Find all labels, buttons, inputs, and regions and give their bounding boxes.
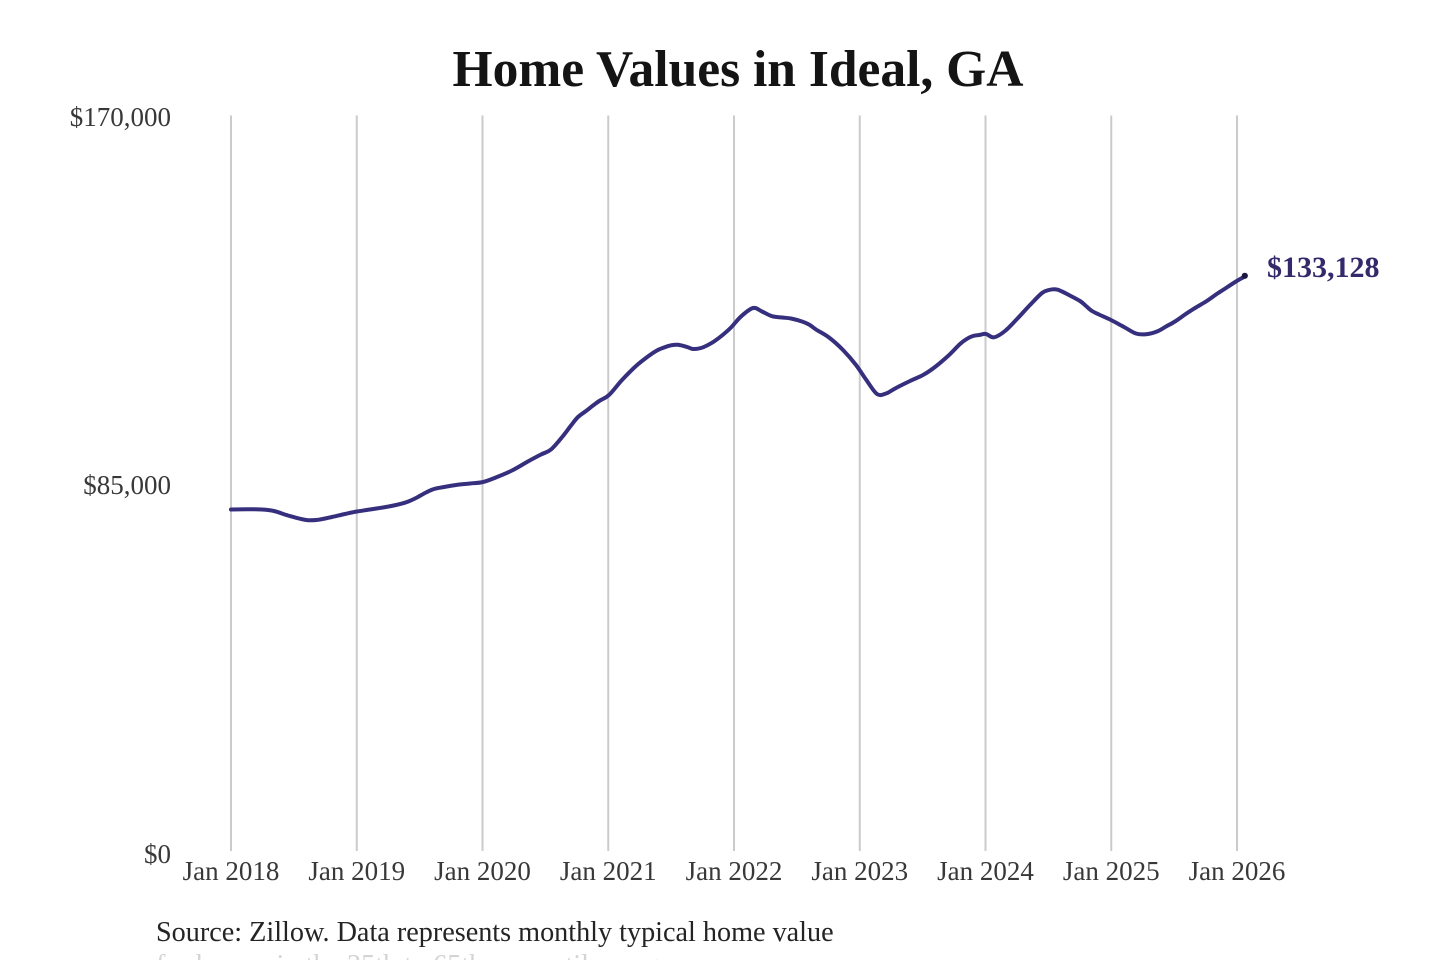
svg-text:Jan 2025: Jan 2025 — [1063, 856, 1160, 886]
svg-text:$133,128: $133,128 — [1267, 251, 1380, 284]
svg-text:Home Values in Ideal, GA: Home Values in Ideal, GA — [453, 41, 1024, 98]
svg-text:Source: Zillow. Data represent: Source: Zillow. Data represents monthly … — [156, 917, 834, 948]
svg-text:Jan 2021: Jan 2021 — [560, 856, 657, 886]
svg-text:$85,000: $85,000 — [83, 470, 171, 500]
svg-text:Jan 2018: Jan 2018 — [183, 856, 280, 886]
svg-text:Jan 2026: Jan 2026 — [1189, 856, 1286, 886]
svg-text:Jan 2020: Jan 2020 — [434, 856, 531, 886]
svg-text:$170,000: $170,000 — [70, 102, 171, 132]
svg-text:$0: $0 — [144, 839, 171, 869]
svg-text:Jan 2024: Jan 2024 — [937, 856, 1034, 886]
svg-text:Jan 2022: Jan 2022 — [686, 856, 783, 886]
svg-text:Jan 2023: Jan 2023 — [811, 856, 908, 886]
svg-text:for homes in the 35th to 65th: for homes in the 35th to 65th percentile… — [156, 950, 671, 960]
svg-text:Jan 2019: Jan 2019 — [308, 856, 405, 886]
